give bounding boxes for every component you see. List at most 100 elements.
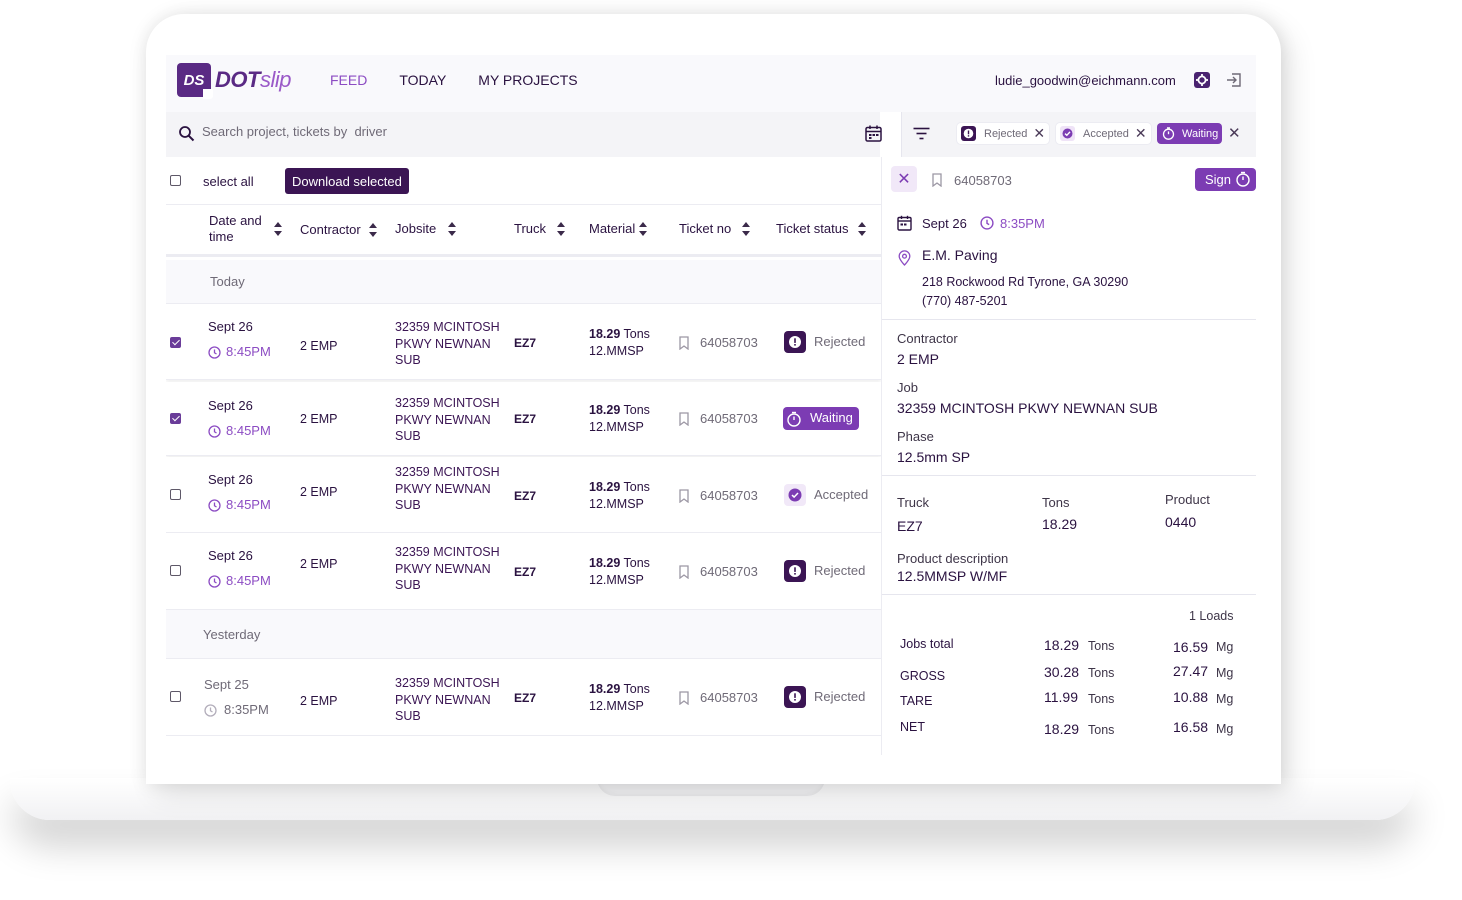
status-badge: Rejected xyxy=(784,331,865,353)
status-badge: Accepted xyxy=(784,484,868,506)
select-all-label[interactable]: select all xyxy=(203,174,254,189)
contractor-label: Contractor xyxy=(897,331,958,346)
sort-icon[interactable] xyxy=(274,222,282,236)
ticket-list: select all Download selected Date and ti… xyxy=(166,157,881,755)
filter-icon[interactable] xyxy=(913,127,930,145)
close-icon[interactable]: ✕ xyxy=(1134,125,1147,141)
logout-icon[interactable] xyxy=(1225,71,1243,89)
calendar-icon[interactable] xyxy=(864,124,883,148)
close-icon[interactable]: ✕ xyxy=(891,166,917,192)
product-value: 0440 xyxy=(1165,514,1197,530)
table-header: Date and time Contractor Jobsite Truck M… xyxy=(166,205,881,257)
summary-label: NET xyxy=(900,720,925,734)
row-checkbox[interactable] xyxy=(170,337,181,348)
logo-text-accent: slip xyxy=(259,67,292,92)
row-jobsite[interactable]: 32359 MCINTOSH PKWY NEWNAN SUB xyxy=(395,465,500,512)
row-material: 18.29 Tons 12.MMSP xyxy=(589,555,650,588)
tons-value: 18.29 xyxy=(589,682,621,696)
bookmark-icon[interactable] xyxy=(931,173,943,192)
status-label: Waiting xyxy=(810,410,853,426)
row-jobsite[interactable]: 32359 MCINTOSH PKWY NEWNAN SUB xyxy=(395,545,500,592)
exclamation-icon xyxy=(784,560,806,582)
tons-unit: Tons xyxy=(623,480,650,494)
logo[interactable]: DS DOTslip xyxy=(177,63,291,97)
col-ticket-no[interactable]: Ticket no xyxy=(679,221,751,236)
close-icon[interactable]: ✕ xyxy=(1033,125,1046,141)
logo-text-main: DOT xyxy=(215,67,260,92)
summary-tons: 18.29 xyxy=(1044,637,1080,653)
exclamation-icon xyxy=(784,686,806,708)
row-jobsite[interactable]: 32359 MCINTOSH PKWY NEWNAN SUB xyxy=(395,396,500,443)
main-nav: FEED TODAY MY PROJECTS xyxy=(330,72,578,88)
table-row[interactable]: Sept 26 8:45PM 2 EMP 32359 MCINTOSH PKWY… xyxy=(166,304,881,380)
col-jobsite[interactable]: Jobsite xyxy=(395,221,457,236)
detail-date: Sept 26 xyxy=(922,216,967,231)
gear-icon[interactable] xyxy=(1193,71,1211,89)
col-contractor[interactable]: Contractor xyxy=(300,222,377,237)
row-checkbox[interactable] xyxy=(170,413,181,424)
summary-tons: 30.28 xyxy=(1044,664,1080,680)
row-jobsite[interactable]: 32359 MCINTOSH PKWY NEWNAN SUB xyxy=(395,676,500,723)
sign-button[interactable]: Sign xyxy=(1195,168,1256,191)
row-truck: EZ7 xyxy=(514,336,537,350)
col-label: Ticket status xyxy=(776,221,849,236)
job-label: Job xyxy=(897,380,918,395)
group-label: Yesterday xyxy=(203,627,261,642)
summary-mg: 16.59 xyxy=(1173,639,1209,655)
row-checkbox[interactable] xyxy=(170,691,181,702)
col-truck[interactable]: Truck xyxy=(514,221,566,236)
nav-feed[interactable]: FEED xyxy=(330,72,368,88)
row-ticket[interactable]: 64058703 xyxy=(678,690,758,707)
ticket-number: 64058703 xyxy=(700,690,758,705)
bookmark-icon xyxy=(679,412,689,427)
tons-value: 18.29 xyxy=(1042,516,1078,532)
exclamation-icon xyxy=(784,331,806,353)
select-all-checkbox[interactable] xyxy=(170,175,181,186)
sort-icon[interactable] xyxy=(557,221,566,236)
user-email[interactable]: ludie_goodwin@eichmann.com xyxy=(995,73,1176,88)
row-jobsite[interactable]: 32359 MCINTOSH PKWY NEWNAN SUB xyxy=(395,320,500,367)
row-checkbox[interactable] xyxy=(170,565,181,576)
row-date: Sept 25 xyxy=(204,677,249,692)
sort-icon[interactable] xyxy=(742,221,751,236)
summary-mg-unit: Mg xyxy=(1216,640,1234,654)
detail-address-block: 218 Rockwood Rd Tyrone, GA 30290 (770) 4… xyxy=(922,273,1128,311)
row-material: 18.29 Tons 12.MMSP xyxy=(589,402,650,435)
sort-icon[interactable] xyxy=(639,221,648,236)
col-ticket-status[interactable]: Ticket status xyxy=(776,221,867,236)
filter-chip-waiting[interactable]: Waiting xyxy=(1157,123,1223,144)
row-ticket[interactable]: 64058703 xyxy=(678,488,758,505)
sort-icon[interactable] xyxy=(368,222,377,237)
summary-mg: 27.47 xyxy=(1173,663,1209,679)
row-checkbox[interactable] xyxy=(170,489,181,500)
search-input[interactable] xyxy=(202,124,802,139)
col-date-time[interactable]: Date and time xyxy=(209,213,289,245)
bookmark-icon xyxy=(679,565,689,580)
nav-today[interactable]: TODAY xyxy=(399,72,447,88)
sort-icon[interactable] xyxy=(448,221,457,236)
table-row[interactable]: Sept 25 8:35PM 2 EMP 32359 MCINTOSH PKWY… xyxy=(166,659,881,736)
table-row[interactable]: Sept 26 8:45PM 2 EMP 32359 MCINTOSH PKWY… xyxy=(166,457,881,533)
sort-icon[interactable] xyxy=(858,221,867,236)
nav-my-projects[interactable]: MY PROJECTS xyxy=(478,72,578,88)
download-selected-button[interactable]: Download selected xyxy=(285,168,409,194)
row-ticket[interactable]: 64058703 xyxy=(678,564,758,581)
mix-value: 12.MMSP xyxy=(589,419,644,434)
table-row[interactable]: Sept 26 8:45PM 2 EMP 32359 MCINTOSH PKWY… xyxy=(166,382,881,456)
table-row[interactable]: Sept 26 8:45PM 2 EMP 32359 MCINTOSH PKWY… xyxy=(166,533,881,610)
filter-chip-rejected[interactable]: Rejected ✕ xyxy=(957,123,1050,144)
divider xyxy=(882,319,1256,320)
mix-value: 12.MMSP xyxy=(589,343,644,358)
search-icon xyxy=(178,125,195,147)
row-ticket[interactable]: 64058703 xyxy=(678,411,758,428)
filter-chip-accepted[interactable]: Accepted ✕ xyxy=(1056,123,1151,144)
col-material[interactable]: Material xyxy=(589,221,648,236)
clock-icon xyxy=(980,216,994,235)
row-ticket[interactable]: 64058703 xyxy=(678,335,758,352)
row-truck: EZ7 xyxy=(514,691,537,705)
row-date: Sept 26 xyxy=(208,548,253,563)
tons-label: Tons xyxy=(1042,495,1070,510)
close-icon[interactable]: ✕ xyxy=(1228,125,1241,142)
divider xyxy=(882,594,1256,595)
detail-phone[interactable]: (770) 487-5201 xyxy=(922,294,1008,308)
